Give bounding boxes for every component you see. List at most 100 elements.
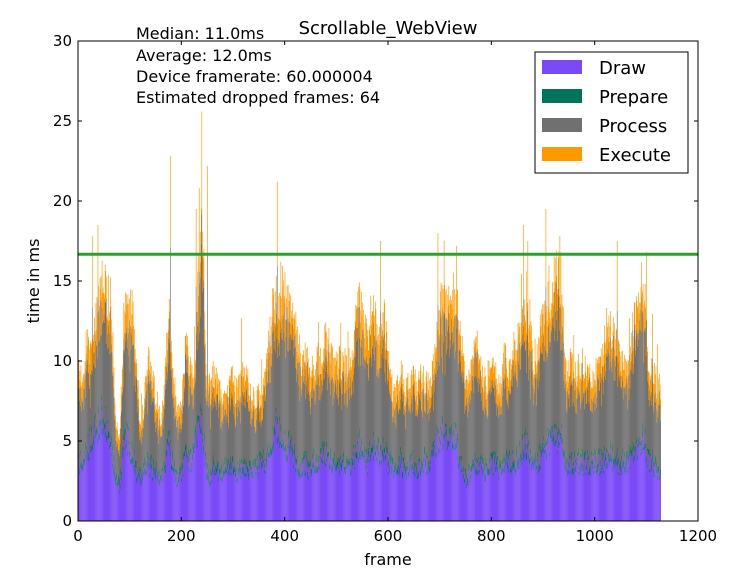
bar-execute [238, 374, 240, 402]
bar-prepare [407, 465, 408, 471]
bar-draw [368, 462, 370, 521]
bar-draw [269, 450, 271, 521]
bar-draw [315, 460, 316, 521]
bar-process [512, 386, 513, 462]
bar-draw [587, 460, 589, 521]
bar-process [343, 371, 344, 452]
bar-process [161, 436, 163, 475]
bar-execute [364, 338, 365, 361]
bar-process [646, 370, 648, 465]
bar-execute [390, 376, 392, 398]
bar-execute [178, 403, 179, 417]
bar-process [216, 393, 218, 465]
bar-process [211, 398, 212, 473]
bar-execute [247, 368, 249, 402]
bar-prepare [391, 465, 393, 474]
bar-execute [357, 291, 359, 340]
bar-execute [228, 404, 230, 429]
bar-draw [580, 471, 582, 521]
bar-prepare [189, 468, 191, 473]
bar-execute [493, 373, 495, 388]
bar-prepare [630, 446, 632, 454]
bar-process [478, 379, 480, 462]
bar-process [489, 387, 491, 471]
bar-process [492, 387, 494, 451]
bar-draw [158, 476, 159, 521]
bar-prepare [339, 455, 341, 461]
bar-draw [567, 476, 568, 521]
bar-execute [553, 256, 555, 292]
bar-process [574, 390, 575, 468]
bar-process [593, 397, 594, 454]
bar-prepare [278, 437, 280, 444]
bar-prepare [171, 465, 173, 470]
bar-process [450, 348, 452, 428]
bar-process [245, 388, 247, 462]
bar-prepare [548, 432, 549, 437]
bar-prepare [95, 430, 97, 439]
bar-draw [292, 469, 294, 521]
bar-draw [346, 463, 347, 521]
bar-prepare [187, 466, 189, 470]
bar-execute [282, 286, 284, 320]
bar-process [549, 346, 551, 429]
bar-draw [567, 468, 569, 521]
bar-process [135, 391, 137, 461]
bar-prepare [160, 476, 161, 480]
bar-execute [268, 341, 270, 371]
bar-draw [471, 471, 472, 521]
bar-prepare [511, 469, 513, 473]
bar-process [293, 335, 295, 451]
bar-process [180, 432, 182, 468]
bar-draw [622, 454, 623, 521]
bar-process [257, 407, 258, 467]
bar-prepare [119, 484, 121, 490]
bar-execute [341, 378, 343, 410]
bar-prepare [361, 450, 363, 456]
bar-draw [502, 463, 504, 521]
bar-execute [568, 382, 569, 399]
bar-prepare [579, 472, 580, 476]
bar-prepare [271, 451, 273, 455]
bar-prepare [606, 462, 607, 469]
bar-prepare [641, 440, 642, 446]
bar-prepare [114, 464, 116, 471]
bar-process [165, 389, 166, 466]
bar-execute [539, 314, 541, 354]
bar-draw [357, 444, 359, 521]
bar-draw [221, 472, 222, 521]
bar-draw [199, 411, 201, 521]
bar-draw [459, 463, 460, 521]
bar-execute [654, 362, 655, 394]
bar-prepare [385, 455, 387, 459]
bar-process [82, 403, 84, 464]
bar-execute [146, 376, 147, 391]
bar-process [285, 358, 286, 446]
bar-execute [600, 348, 602, 374]
bar-execute [462, 355, 464, 383]
bar-prepare [656, 461, 657, 469]
bar-draw [553, 429, 555, 521]
bar-process [138, 420, 140, 472]
bar-execute [455, 314, 456, 352]
bar-process [276, 338, 278, 416]
bar-process [305, 399, 306, 473]
bar-prepare [354, 466, 356, 471]
bar-draw [101, 411, 103, 521]
bar-prepare [110, 441, 112, 448]
bar-execute [579, 379, 580, 396]
bar-draw [363, 453, 365, 521]
bar-draw [448, 445, 450, 521]
bar-execute [107, 319, 109, 350]
bar-draw [263, 463, 265, 521]
bar-draw [113, 474, 114, 521]
bar-process [565, 383, 566, 466]
bar-execute [440, 282, 442, 318]
bar-draw [166, 445, 168, 521]
bar-draw [268, 457, 269, 521]
bar-draw [247, 480, 249, 521]
bar-process [328, 344, 330, 453]
bar-process [405, 429, 407, 466]
bar-execute [323, 363, 325, 379]
bar-execute [311, 377, 312, 398]
